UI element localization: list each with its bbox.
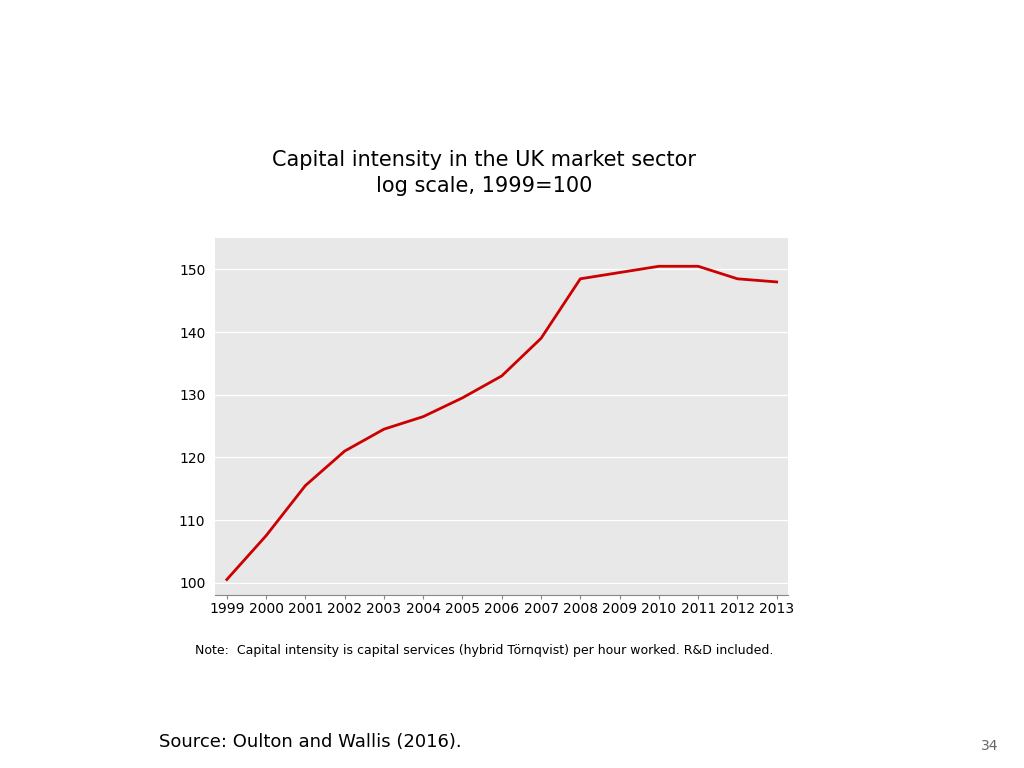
Text: Capital intensity in the UK market sector
log scale, 1999=100: Capital intensity in the UK market secto… xyxy=(271,150,696,196)
Text: 34: 34 xyxy=(981,739,998,753)
Text: Note:  Capital intensity is capital services (hybrid Törnqvist) per hour worked.: Note: Capital intensity is capital servi… xyxy=(195,644,773,657)
Text: Source: Oulton and Wallis (2016).: Source: Oulton and Wallis (2016). xyxy=(159,733,462,751)
